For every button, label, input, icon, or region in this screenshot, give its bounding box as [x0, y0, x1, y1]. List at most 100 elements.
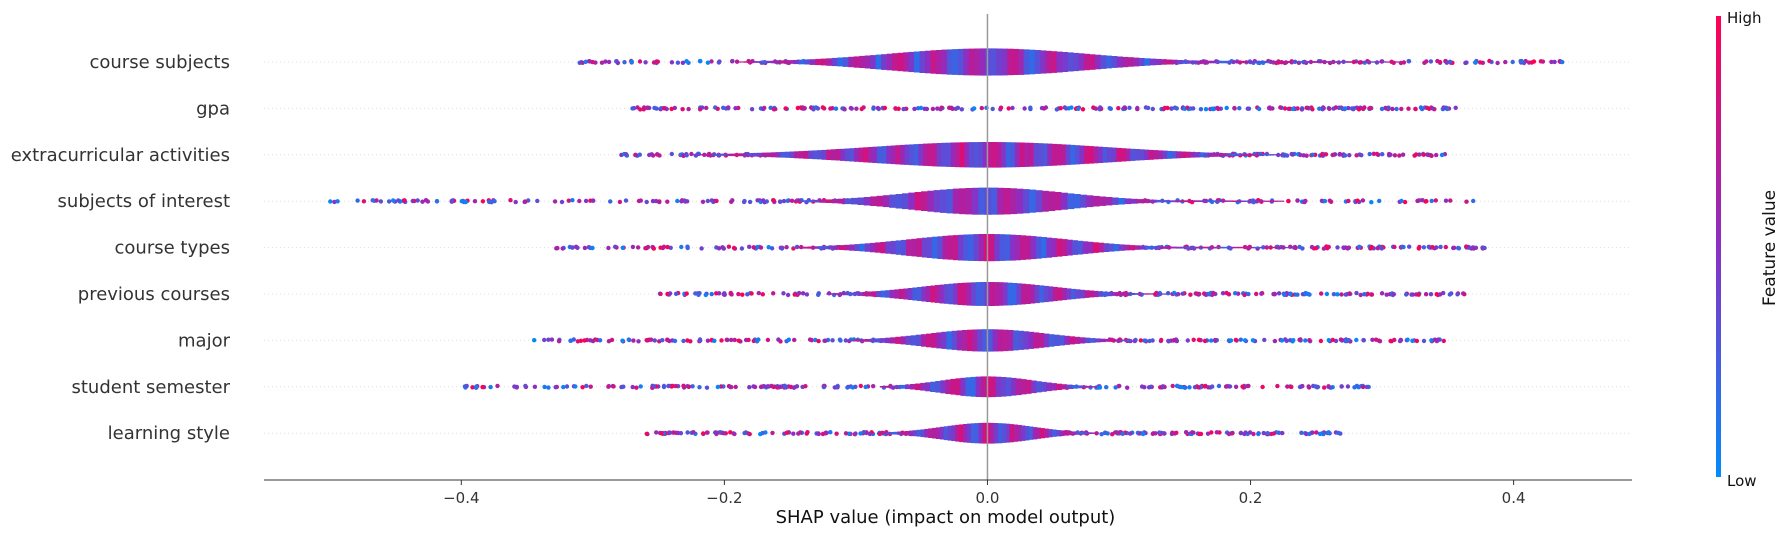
- data-point: [816, 291, 821, 296]
- data-point: [1165, 105, 1170, 111]
- violin-segment: [997, 329, 1004, 352]
- data-point: [766, 245, 771, 250]
- violin-segment: [902, 193, 909, 210]
- violin-segment: [1074, 145, 1081, 165]
- violin-segment: [1143, 293, 1149, 295]
- data-point: [1354, 153, 1359, 158]
- violin-segment: [985, 48, 992, 76]
- violin-segment: [1170, 246, 1177, 249]
- data-point: [816, 431, 821, 437]
- violin-segment: [920, 429, 925, 438]
- data-point: [698, 59, 703, 64]
- data-point: [657, 153, 662, 158]
- violin-segment: [960, 377, 967, 396]
- violin-segment: [1222, 246, 1229, 249]
- data-point: [669, 106, 674, 112]
- violin-segment: [848, 292, 854, 296]
- data-point: [1058, 106, 1063, 111]
- data-point: [1220, 291, 1226, 296]
- violin-segment: [935, 427, 941, 439]
- violin-segment: [939, 284, 945, 304]
- x-axis-title: SHAP value (impact on model output): [776, 507, 1116, 528]
- data-point: [1347, 291, 1352, 296]
- data-point: [1362, 105, 1367, 110]
- violin-segment: [752, 152, 758, 157]
- violin-segment: [734, 153, 740, 157]
- data-point: [1423, 292, 1429, 297]
- data-point: [689, 151, 694, 157]
- violin-segment: [1020, 235, 1027, 260]
- violin-segment: [1125, 292, 1131, 296]
- violin-segment: [1098, 242, 1104, 253]
- data-point: [804, 431, 809, 436]
- data-point: [1104, 385, 1109, 390]
- violin-segment: [1018, 330, 1024, 350]
- violin-segment: [1160, 246, 1167, 249]
- violin-segment: [1051, 51, 1058, 73]
- violin-segment: [944, 284, 950, 304]
- data-point: [1326, 384, 1331, 389]
- data-point: [1063, 106, 1069, 111]
- data-point: [1166, 338, 1171, 344]
- data-point: [1326, 338, 1332, 343]
- violin-segment: [898, 288, 904, 299]
- violin-segment: [720, 153, 726, 156]
- data-point: [1435, 58, 1440, 64]
- data-point: [535, 198, 540, 204]
- violin-segment: [1001, 423, 1007, 443]
- data-point: [1120, 431, 1125, 436]
- data-point: [390, 198, 396, 203]
- violin-segment: [1041, 381, 1047, 392]
- violin-segment: [889, 385, 896, 389]
- violin-segment: [771, 60, 778, 64]
- violin-segment: [1258, 200, 1265, 202]
- data-point: [606, 384, 611, 389]
- violin-segment: [1066, 288, 1072, 300]
- violin-segment: [1069, 336, 1075, 345]
- violin-segment: [1062, 52, 1069, 72]
- violin-segment: [967, 329, 973, 352]
- violin-segment: [869, 338, 876, 343]
- violin-segment: [992, 329, 999, 352]
- violin-segment: [1226, 153, 1233, 157]
- violin-segment: [992, 142, 998, 168]
- data-point: [680, 107, 685, 112]
- violin-segment: [738, 153, 745, 157]
- data-point: [1364, 384, 1370, 390]
- data-point: [1347, 153, 1352, 158]
- data-point: [669, 151, 674, 157]
- data-point: [573, 384, 578, 389]
- violin-segment: [1093, 146, 1099, 164]
- violin-segment: [877, 146, 883, 164]
- data-point: [1442, 105, 1447, 111]
- violin-segment: [858, 147, 864, 163]
- violin-segment: [830, 293, 836, 295]
- violin-segment: [1013, 330, 1019, 351]
- data-point: [1303, 338, 1308, 343]
- data-point: [826, 291, 832, 296]
- violin-segment: [1118, 244, 1125, 251]
- violin-segment: [980, 376, 987, 398]
- violin-segment: [839, 293, 845, 296]
- data-point: [731, 245, 737, 251]
- violin-segment: [831, 57, 838, 67]
- data-point: [853, 431, 858, 436]
- data-point: [1391, 292, 1397, 297]
- violin-segment: [920, 382, 926, 391]
- violin-segment: [978, 422, 983, 444]
- data-point: [386, 199, 392, 204]
- violin-segment: [1245, 200, 1253, 202]
- violin-segment: [844, 198, 852, 205]
- data-point: [1191, 337, 1196, 342]
- violin-segment: [1254, 153, 1260, 156]
- data-point: [637, 152, 642, 157]
- violin-segment: [880, 242, 887, 254]
- violin-segment: [1033, 332, 1040, 349]
- data-point: [626, 337, 631, 342]
- violin-segment: [987, 329, 994, 352]
- data-point: [699, 246, 704, 251]
- data-point: [1150, 431, 1156, 436]
- violin-segment: [959, 424, 964, 443]
- violin-segment: [971, 187, 979, 215]
- violin-segment: [908, 51, 915, 73]
